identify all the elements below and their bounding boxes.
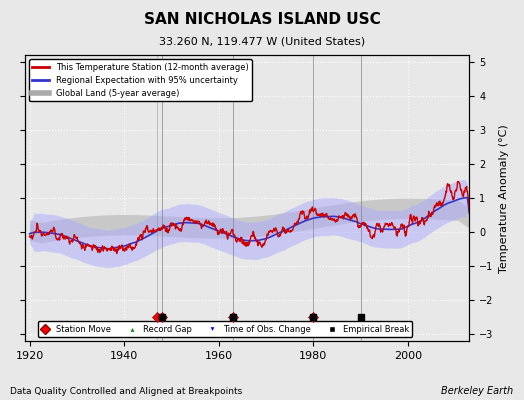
Legend: Station Move, Record Gap, Time of Obs. Change, Empirical Break: Station Move, Record Gap, Time of Obs. C… bbox=[38, 322, 412, 337]
Text: 33.260 N, 119.477 W (United States): 33.260 N, 119.477 W (United States) bbox=[159, 36, 365, 46]
Text: SAN NICHOLAS ISLAND USC: SAN NICHOLAS ISLAND USC bbox=[144, 12, 380, 27]
Text: Berkeley Earth: Berkeley Earth bbox=[441, 386, 514, 396]
Text: Data Quality Controlled and Aligned at Breakpoints: Data Quality Controlled and Aligned at B… bbox=[10, 387, 243, 396]
Y-axis label: Temperature Anomaly (°C): Temperature Anomaly (°C) bbox=[499, 124, 509, 272]
